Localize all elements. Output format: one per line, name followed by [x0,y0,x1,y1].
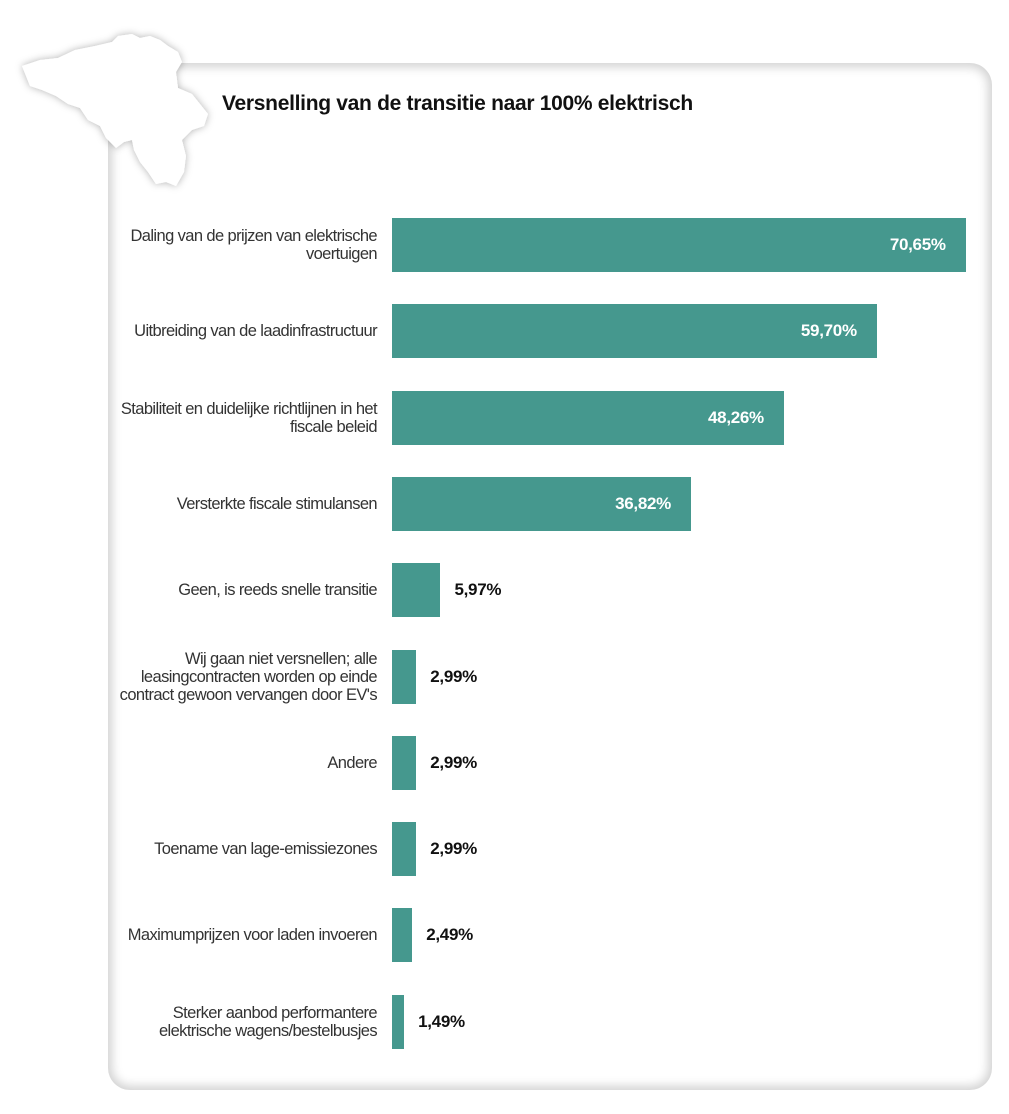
category-label: Uitbreiding van de laadinfrastructuur [134,322,377,341]
bar [392,908,413,963]
bar [392,304,877,359]
value-label: 2,49% [426,925,473,945]
category-label: Andere [327,753,377,772]
bar [392,994,405,1049]
bar-row: Daling van de prijzen van elektrische vo… [0,218,1009,272]
bar-row: Andere 2,99% [0,735,1009,790]
bar [392,735,417,790]
bar-row: Wij gaan niet versnellen; alle leasingco… [0,649,1009,704]
value-label: 1,49% [418,1011,465,1031]
value-label: 5,97% [454,580,502,600]
category-label: Geen, is reeds snelle transitie [178,581,377,600]
category-label: Sterker aanbod performantere elektrische… [158,1003,378,1040]
value-label: 48,26% [708,407,764,427]
category-label: Versterkte fiscale stimulansen [176,494,378,513]
bar-row: Maximumprijzen voor laden invoeren 2,49% [0,908,1009,963]
value-label: 2,99% [430,666,477,686]
bar [392,218,966,272]
value-label: 36,82% [615,493,671,513]
bar-row: Sterker aanbod performantere elektrische… [0,994,1009,1049]
bar-row: Toename van lage-emissiezones 2,99% [0,822,1009,877]
category-label: Daling van de prijzen van elektrische vo… [130,227,377,263]
value-label: 2,99% [430,752,477,772]
belgium-map-icon [22,34,208,186]
value-label: 70,65% [889,235,946,254]
bar [392,390,784,445]
bar-row: Geen, is reeds snelle transitie 5,97% [0,563,1009,618]
category-label: Toename van lage-emissiezones [154,840,378,859]
bar-row: Stabiliteit en duidelijke richtlijnen in… [0,390,1009,445]
bar [392,649,417,704]
category-label: Maximumprijzen voor laden invoeren [127,926,378,945]
bar-row: Uitbreiding van de laadinfrastructuur 59,… [0,304,1009,359]
bar [392,563,441,618]
chart-title: Versnelling van de transitie naar 100% e… [222,92,693,115]
category-label: Wij gaan niet versnellen; alle leasingco… [119,649,378,704]
bar [392,476,691,531]
category-label: Stabiliteit en duidelijke richtlijnen in… [120,399,378,436]
value-label: 59,70% [800,321,857,341]
value-label: 2,99% [430,839,477,859]
bar [392,822,417,877]
bar-row: Versterkte fiscale stimulansen 36,82% [0,476,1009,531]
